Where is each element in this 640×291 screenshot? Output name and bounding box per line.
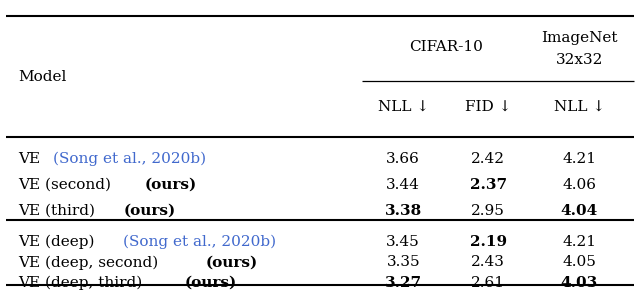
Text: 3.35: 3.35 — [387, 255, 420, 269]
Text: NLL ↓: NLL ↓ — [378, 99, 429, 113]
Text: (Song et al., 2020b): (Song et al., 2020b) — [123, 234, 276, 249]
Text: VE (second): VE (second) — [18, 178, 116, 192]
Text: 3.45: 3.45 — [387, 235, 420, 249]
Text: VE (third): VE (third) — [18, 204, 100, 218]
Text: 2.95: 2.95 — [472, 204, 505, 218]
Text: 4.03: 4.03 — [561, 276, 598, 290]
Text: (ours): (ours) — [184, 276, 237, 290]
Text: VE: VE — [18, 152, 45, 166]
Text: FID ↓: FID ↓ — [465, 99, 511, 113]
Text: 2.37: 2.37 — [470, 178, 507, 192]
Text: 3.27: 3.27 — [385, 276, 422, 290]
Text: 2.61: 2.61 — [471, 276, 506, 290]
Text: 2.43: 2.43 — [472, 255, 505, 269]
Text: (ours): (ours) — [124, 204, 176, 218]
Text: (Song et al., 2020b): (Song et al., 2020b) — [52, 151, 206, 166]
Text: (ours): (ours) — [144, 178, 196, 192]
Text: 3.66: 3.66 — [387, 152, 420, 166]
Text: 2.19: 2.19 — [470, 235, 507, 249]
Text: (ours): (ours) — [205, 255, 257, 269]
Text: Model: Model — [18, 70, 67, 84]
Text: 3.44: 3.44 — [387, 178, 420, 192]
Text: VE (deep, third): VE (deep, third) — [18, 276, 147, 290]
Text: VE (deep, second): VE (deep, second) — [18, 255, 163, 270]
Text: NLL ↓: NLL ↓ — [554, 99, 605, 113]
Text: 32x32: 32x32 — [556, 53, 603, 67]
Text: 2.42: 2.42 — [471, 152, 506, 166]
Text: CIFAR-10: CIFAR-10 — [409, 40, 483, 54]
Text: 4.04: 4.04 — [561, 204, 598, 218]
Text: 4.06: 4.06 — [562, 178, 596, 192]
Text: 4.21: 4.21 — [562, 152, 596, 166]
Text: 4.05: 4.05 — [563, 255, 596, 269]
Text: 3.38: 3.38 — [385, 204, 422, 218]
Text: ImageNet: ImageNet — [541, 31, 618, 45]
Text: 4.21: 4.21 — [562, 235, 596, 249]
Text: VE (deep): VE (deep) — [18, 234, 99, 249]
